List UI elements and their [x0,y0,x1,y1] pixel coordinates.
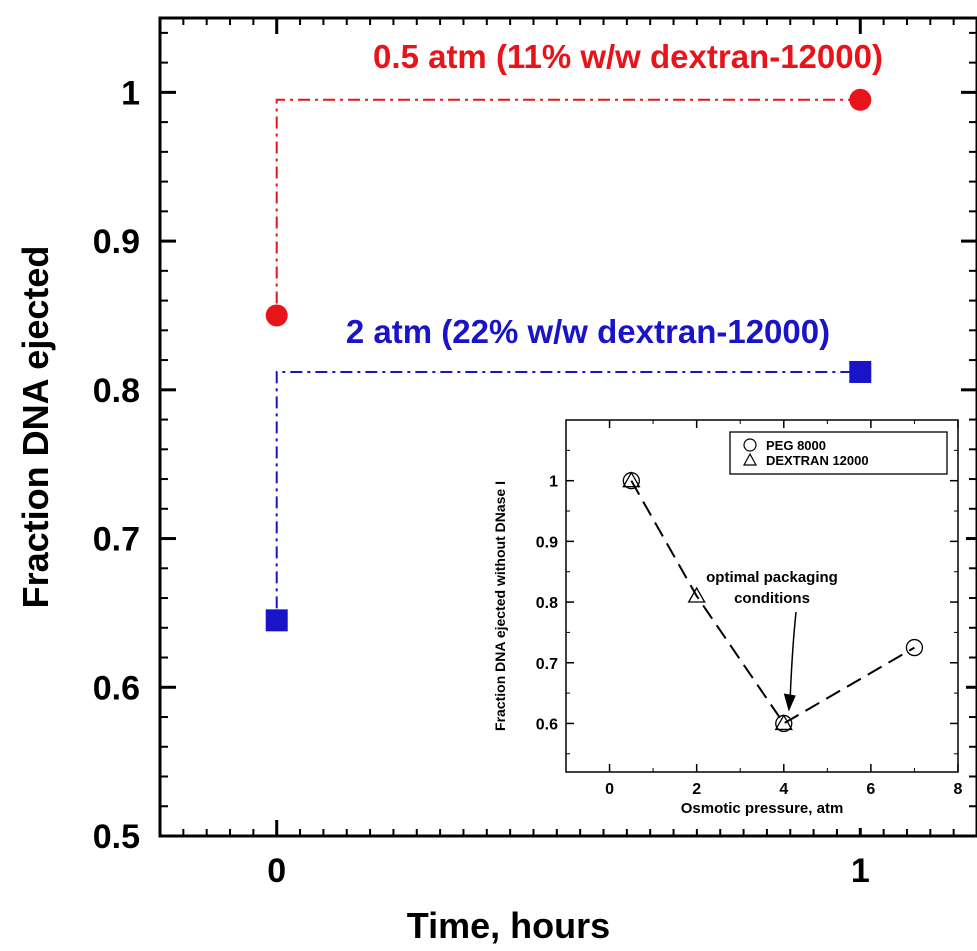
inset-y-tick-label: 0.7 [536,656,558,673]
y-axis-label: Fraction DNA ejected [15,246,56,609]
inset-point-circle [905,638,924,657]
series-connector-1 [275,370,851,609]
x-axis-label: Time, hours [407,905,610,946]
inset-point-triangle [622,471,641,488]
legend-box [729,431,948,475]
y-tick-label: 0.8 [93,372,140,410]
annotation-line-2: conditions [734,590,810,607]
data-point-circle [849,88,872,111]
inset-point-triangle [774,714,793,731]
y-tick-label: 0.9 [93,223,140,261]
y-tick-label: 0.6 [93,669,140,707]
inset-x-axis-label: Osmotic pressure, atm [681,800,844,817]
inset-x-tick-label: 8 [954,781,963,798]
inset-y-tick-label: 0.8 [536,595,558,612]
inset-x-tick-label: 2 [692,781,701,798]
legend-marker-triangle [742,452,758,466]
inset-plot: 0.6 0.7 0.8 0.9 1 0 2 4 6 8 Osmotic pressure, atm F… [486,408,966,828]
main-plot: 0.5 0.6 0.7 0.8 0.9 1 0 1 Time, hours Fraction DN… [15,16,977,946]
inset-x-tick-label: 4 [779,781,788,798]
x-tick-label: 0 [267,852,286,890]
data-point-square [265,609,288,632]
series-connector-0 [275,98,851,304]
annotation-arrow-head [783,693,796,712]
annotation-line-1: optimal packaging [706,569,838,586]
x-tick-label: 1 [851,852,870,890]
inset-x-tick-label: 0 [605,781,614,798]
inset-frame [565,419,959,773]
inset-y-axis-label: Fraction DNA ejected without DNase I [492,481,508,731]
inset-point-triangle [687,586,706,603]
legend-label: DEXTRAN 12000 [766,453,869,468]
data-point-circle [265,304,288,327]
inset-fit-line [630,480,915,725]
legend-label: PEG 8000 [766,438,826,453]
legend-marker-circle [743,438,757,452]
data-point-square [849,360,872,383]
inset-y-tick-label: 0.6 [536,716,558,733]
y-tick-label: 1 [121,74,140,112]
y-tick-label: 0.7 [93,521,140,559]
series-label: 2 atm (22% w/w dextran-12000) [346,313,830,350]
y-tick-label: 0.5 [93,818,140,856]
plot-frame [158,16,977,838]
inset-y-tick-label: 1 [549,474,558,491]
inset-x-tick-label: 6 [866,781,875,798]
inset-y-tick-label: 0.9 [536,534,558,551]
series-label: 0.5 atm (11% w/w dextran-12000) [373,38,883,75]
